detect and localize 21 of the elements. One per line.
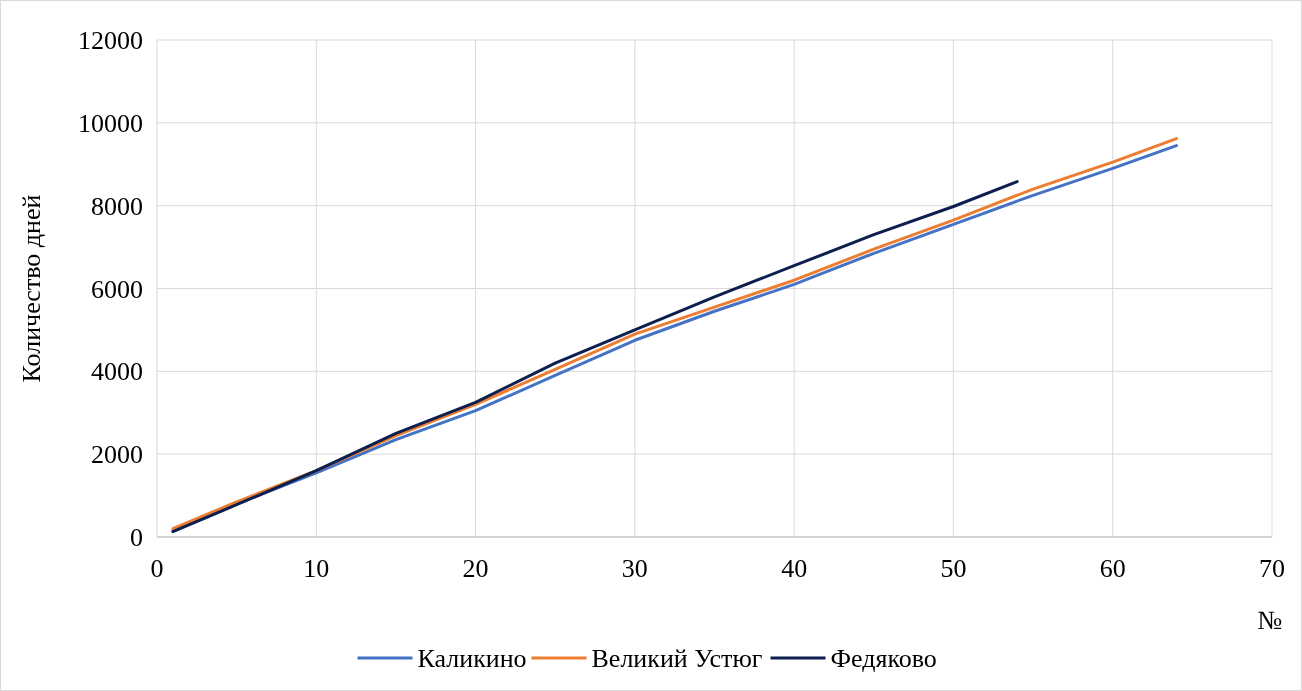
line-series (171, 180, 1019, 534)
x-tick-label: 30 (621, 554, 648, 583)
x-tick-label: 40 (781, 554, 808, 583)
y-tick-label: 6000 (91, 274, 143, 304)
x-tick-label: 10 (303, 554, 330, 583)
x-tick-label: 60 (1099, 554, 1126, 583)
legend-label: Каликино (417, 644, 527, 674)
y-tick-label: 10000 (78, 108, 143, 138)
y-axis-title: Количество дней (17, 194, 46, 383)
y-tick-label: 12000 (78, 26, 143, 56)
y-tick-label: 0 (130, 523, 143, 553)
y-tick-label: 8000 (91, 191, 143, 221)
legend-label: Федяково (830, 644, 937, 674)
y-tick-label: 2000 (91, 440, 143, 470)
x-axis-title: № (1257, 606, 1282, 635)
x-tick-label: 70 (1259, 554, 1285, 583)
legend-label: Великий Устюг (591, 644, 763, 674)
x-tick-label: 20 (462, 554, 489, 583)
x-tick-label: 0 (150, 554, 164, 583)
y-tick-label: 4000 (91, 357, 143, 387)
x-tick-label: 50 (940, 554, 967, 583)
